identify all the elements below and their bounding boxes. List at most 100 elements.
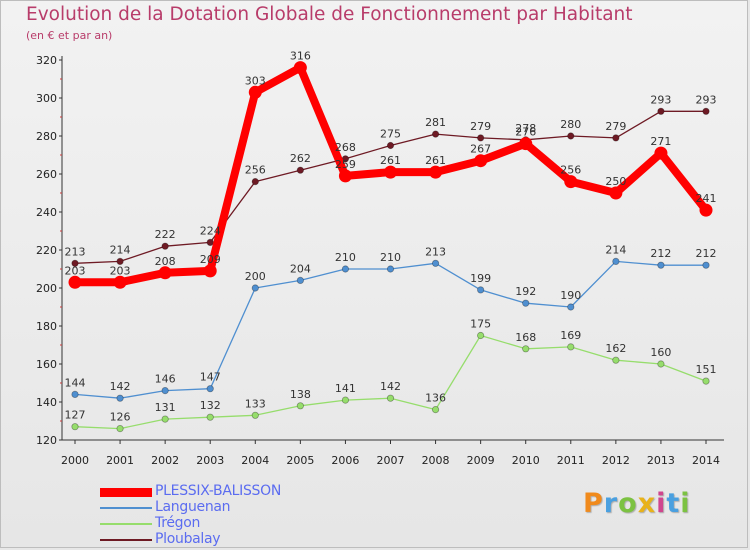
data-point <box>567 132 575 140</box>
data-label: 203 <box>65 264 86 277</box>
y-tick-label: 200 <box>36 282 57 295</box>
data-point <box>248 85 262 99</box>
data-point <box>657 360 665 368</box>
data-point <box>702 107 710 115</box>
data-label: 281 <box>425 116 446 129</box>
data-point <box>612 356 620 364</box>
data-point <box>251 178 259 186</box>
data-label: 276 <box>515 126 536 139</box>
data-point <box>206 238 214 246</box>
legend-label: Languenan <box>155 499 231 515</box>
x-tick-label: 2013 <box>647 454 675 467</box>
chart-title: Evolution de la Dotation Globale de Fonc… <box>26 4 633 25</box>
data-label: 280 <box>560 118 581 131</box>
data-point <box>429 165 443 179</box>
data-point <box>296 276 304 284</box>
data-point <box>296 166 304 174</box>
data-point <box>384 165 397 179</box>
data-point <box>702 377 710 385</box>
data-point <box>161 415 169 423</box>
data-point <box>116 394 124 402</box>
data-point <box>386 141 395 150</box>
legend-swatch <box>100 507 152 509</box>
data-label: 190 <box>560 289 581 302</box>
data-point <box>71 423 79 431</box>
data-label: 169 <box>560 329 581 342</box>
x-tick-label: 2004 <box>241 454 269 467</box>
data-label: 224 <box>200 224 221 237</box>
chart-axes: 120 140 160 180 200 220 240 260 280 300 320 2000 200… <box>36 54 724 467</box>
data-point <box>657 261 665 269</box>
y-tick-label: 160 <box>36 358 57 371</box>
data-label: 250 <box>605 175 626 188</box>
data-label: 268 <box>335 141 356 154</box>
data-label: 133 <box>245 397 266 410</box>
data-point <box>522 299 530 307</box>
data-point <box>654 146 668 160</box>
data-point <box>657 107 665 115</box>
chart-series <box>68 61 713 433</box>
data-point <box>519 137 533 151</box>
data-label: 138 <box>290 388 311 401</box>
y-tick-label: 120 <box>36 434 57 447</box>
data-label: 168 <box>515 331 536 344</box>
data-label: 275 <box>380 128 401 141</box>
legend-item: Ploubalay <box>100 531 360 548</box>
data-point <box>609 186 623 200</box>
data-point <box>431 130 440 138</box>
data-label: 142 <box>380 380 401 393</box>
data-label: 146 <box>155 373 176 386</box>
legend-swatch <box>100 523 152 525</box>
legend-label: Trégon <box>155 515 201 531</box>
data-label: 261 <box>380 154 401 167</box>
x-tick-label: 2006 <box>331 454 359 467</box>
data-label: 259 <box>335 158 356 171</box>
data-label: 175 <box>470 318 491 331</box>
data-point <box>161 242 169 250</box>
data-label: 209 <box>200 253 221 266</box>
data-label: 203 <box>110 264 131 277</box>
x-tick-label: 2012 <box>602 454 630 467</box>
x-tick-label: 2008 <box>422 454 450 467</box>
y-tick-label: 140 <box>36 396 57 409</box>
y-tick-label: 280 <box>36 130 57 143</box>
x-tick-label: 2005 <box>286 454 314 467</box>
data-label: 136 <box>425 392 446 405</box>
y-tick-label: 180 <box>36 320 57 333</box>
chart-subtitle: (en € et par an) <box>26 29 113 42</box>
data-point <box>474 154 488 168</box>
data-label: 199 <box>470 272 491 285</box>
data-label: 279 <box>605 120 626 133</box>
data-label: 142 <box>110 380 131 393</box>
data-label: 210 <box>335 251 356 264</box>
data-point <box>206 413 214 421</box>
x-tick-label: 2011 <box>557 454 585 467</box>
data-point <box>116 424 124 433</box>
data-label: 293 <box>650 93 671 106</box>
y-tick-label: 300 <box>36 92 57 105</box>
data-point <box>71 259 79 267</box>
data-label: 262 <box>290 152 311 165</box>
legend-item: Trégon <box>100 515 360 532</box>
y-tick-label: 220 <box>36 244 57 257</box>
data-label: 214 <box>110 243 131 256</box>
data-point <box>477 286 485 294</box>
data-point <box>386 265 395 273</box>
legend-swatch <box>100 539 152 541</box>
y-tick-label: 260 <box>36 168 57 181</box>
data-label: 210 <box>380 251 401 264</box>
data-label: 208 <box>155 255 176 268</box>
data-label: 132 <box>200 399 221 412</box>
data-label: 241 <box>696 192 717 205</box>
data-point <box>477 134 485 142</box>
data-point <box>206 385 214 393</box>
proxiti-logo: Proxiti <box>583 488 691 519</box>
data-point <box>293 61 307 75</box>
data-label: 267 <box>470 143 491 156</box>
data-point <box>431 405 440 414</box>
data-point <box>113 275 127 289</box>
data-point <box>699 203 713 217</box>
data-point <box>338 169 352 183</box>
